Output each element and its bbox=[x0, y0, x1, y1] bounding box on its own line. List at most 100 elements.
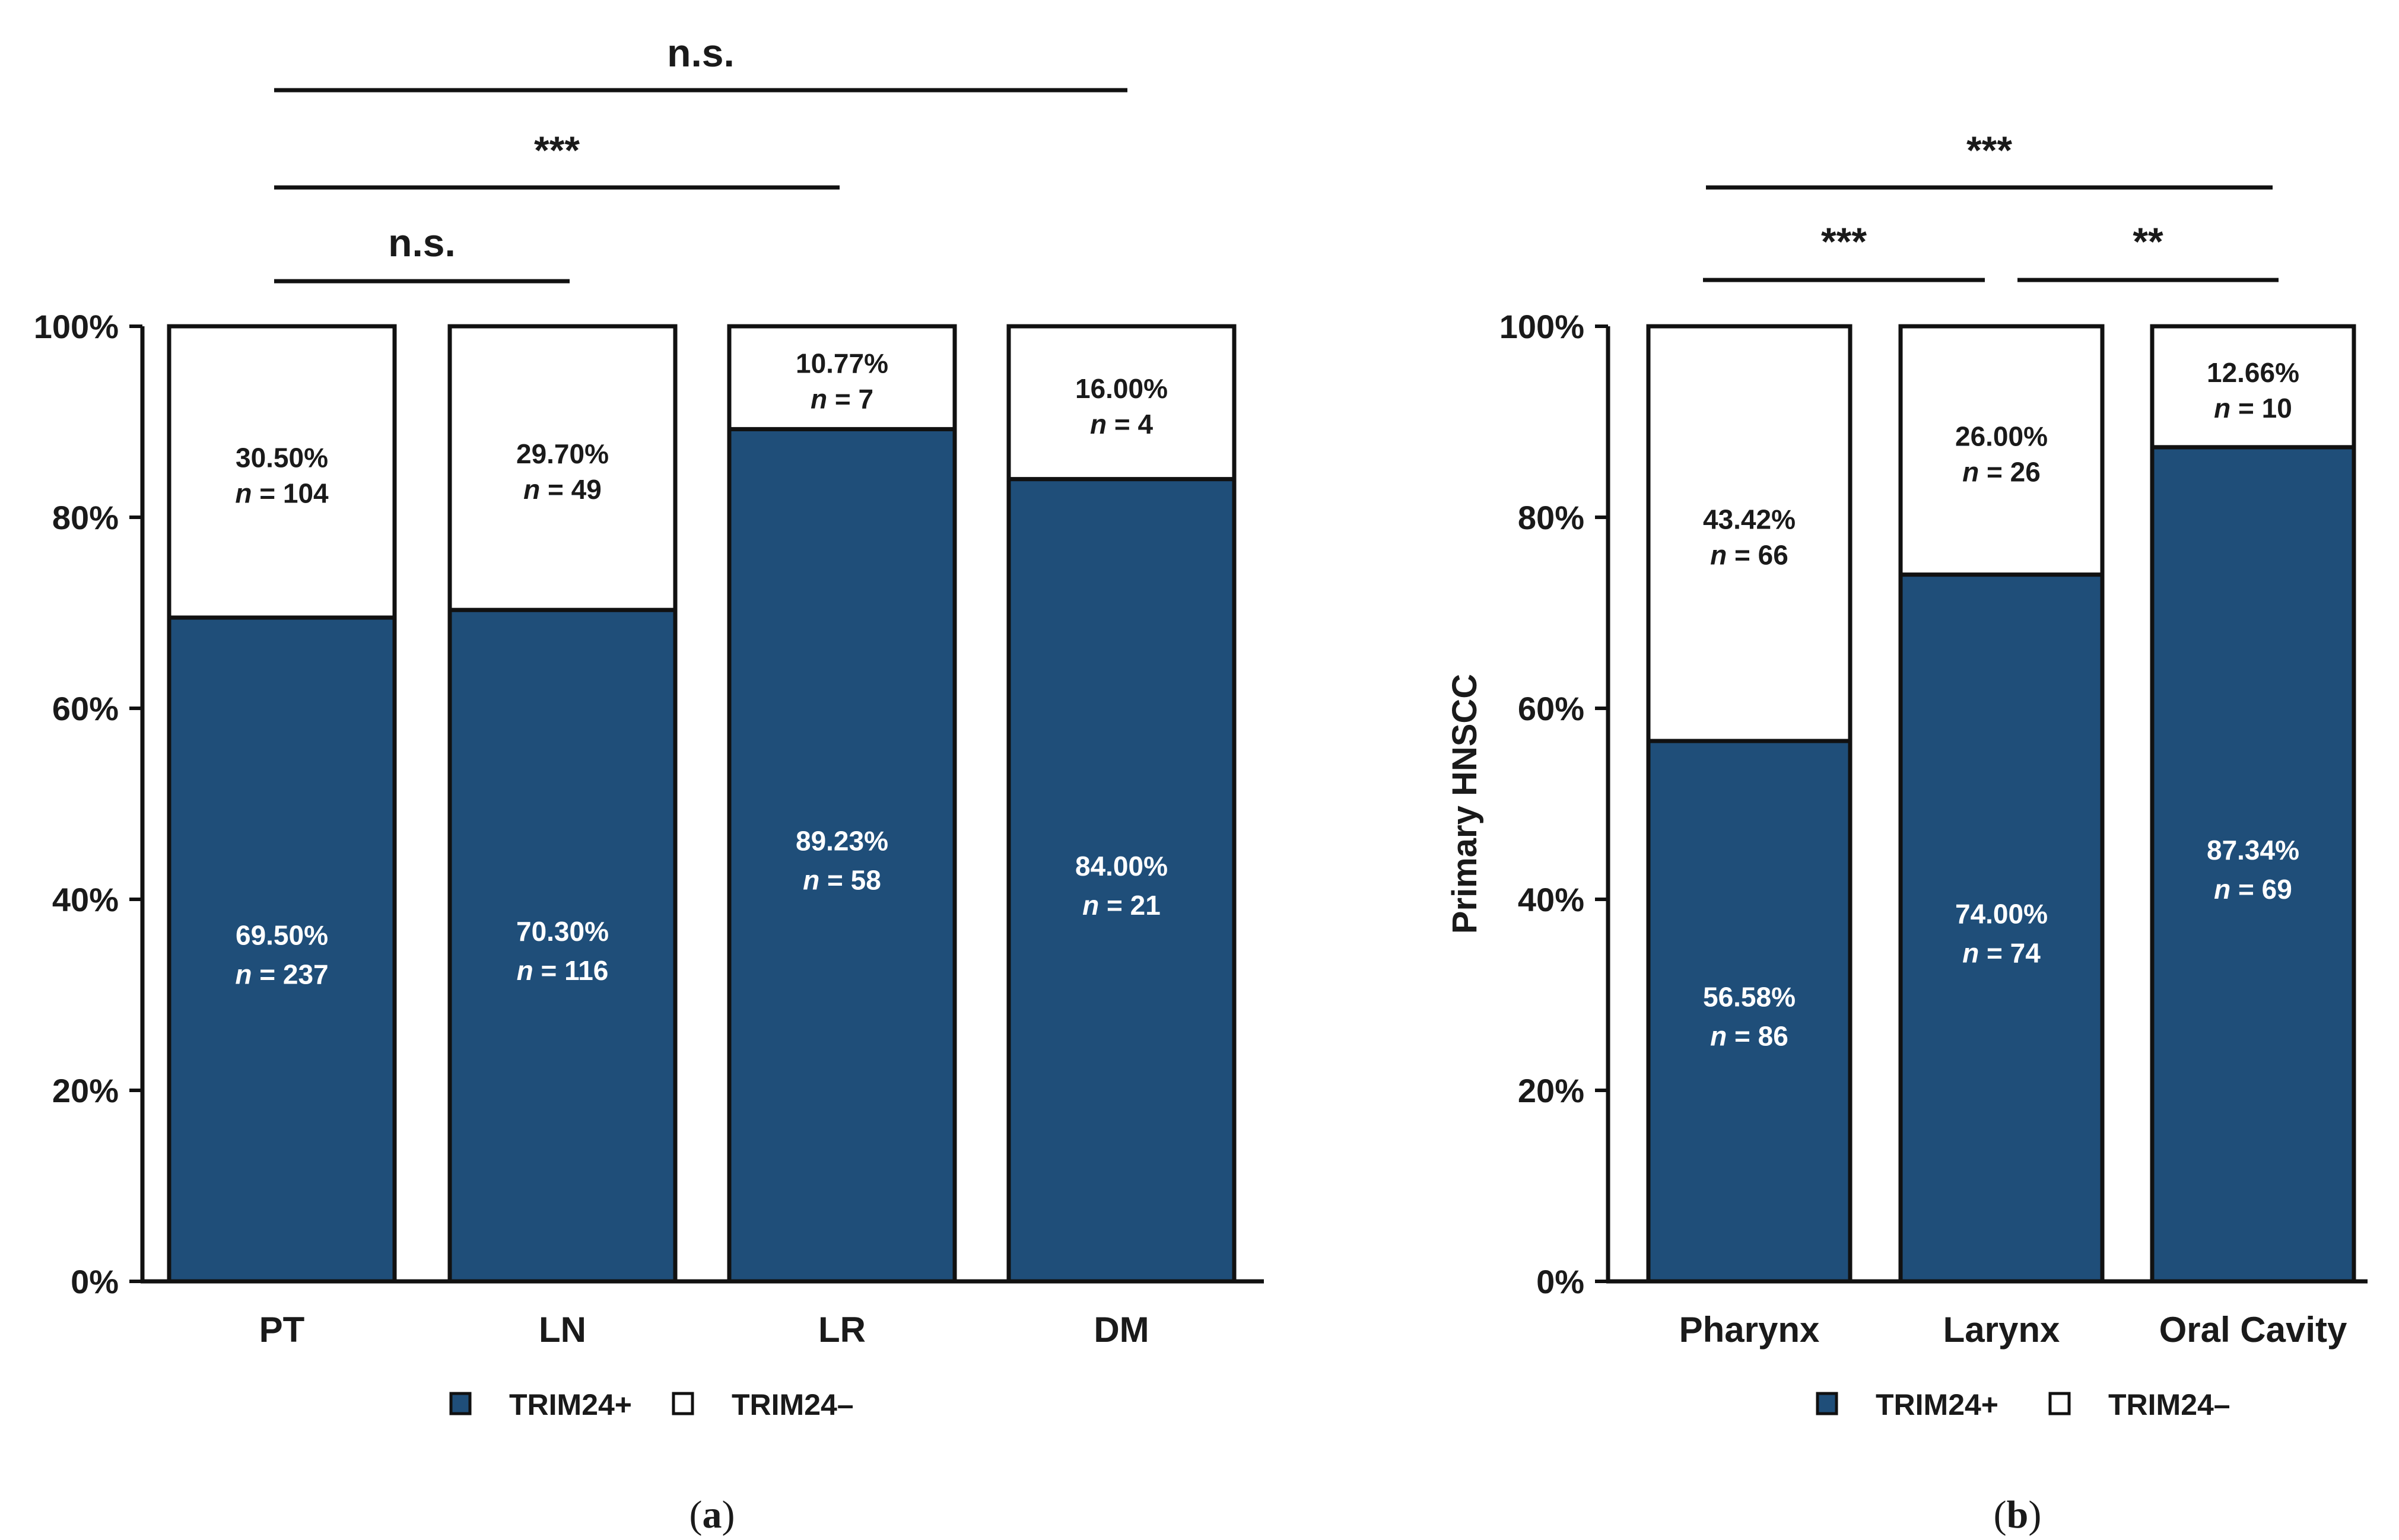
bar-trim24-positive-lr bbox=[727, 427, 957, 1284]
y-tick-label: 100% bbox=[34, 308, 119, 345]
data-label-negative-n: n = 10 bbox=[2214, 393, 2292, 424]
n-value: = 74 bbox=[1979, 937, 2041, 968]
n-value: = 49 bbox=[540, 474, 602, 505]
n-prefix: n bbox=[523, 474, 540, 505]
y-tick-label: 0% bbox=[71, 1263, 119, 1300]
bar-trim24-positive-larynx bbox=[1898, 572, 2105, 1284]
y-tick-label: 80% bbox=[1518, 499, 1584, 536]
n-value: = 86 bbox=[1727, 1021, 1788, 1052]
bar-trim24-negative-pharynx bbox=[1646, 324, 1853, 743]
n-value: = 10 bbox=[2230, 393, 2292, 424]
n-prefix: n bbox=[2214, 874, 2230, 905]
significance-label: n.s. bbox=[667, 31, 735, 75]
panel-label: (b) bbox=[1994, 1493, 2042, 1536]
n-value: = 69 bbox=[2230, 874, 2292, 905]
n-value: = 66 bbox=[1727, 540, 1788, 571]
x-tick-label: LN bbox=[539, 1310, 586, 1350]
chart-panel-a: 69.50% n = 237 30.50% n = 104 PT 70.30% n = 11… bbox=[34, 31, 1264, 1536]
n-prefix: n bbox=[1082, 890, 1099, 921]
n-prefix: n bbox=[1710, 1021, 1727, 1052]
y-tick-label: 40% bbox=[1518, 881, 1584, 918]
panel-paren-open: ( bbox=[689, 1493, 703, 1536]
data-label-negative-pct: 16.00% bbox=[1075, 373, 1168, 404]
x-tick-label: Oral Cavity bbox=[2159, 1310, 2347, 1350]
x-tick-label: Pharynx bbox=[1679, 1310, 1820, 1350]
data-label-positive-pct: 74.00% bbox=[1955, 898, 2048, 929]
n-value: = 104 bbox=[252, 478, 329, 509]
data-label-positive-n: n = 69 bbox=[2214, 874, 2292, 905]
legend-label-negative: TRIM24– bbox=[2108, 1388, 2230, 1421]
n-value: = 237 bbox=[252, 959, 328, 990]
data-label-negative-n: n = 104 bbox=[235, 478, 329, 509]
data-label-positive-pct: 87.34% bbox=[2207, 835, 2299, 866]
data-label-negative-n: n = 7 bbox=[811, 384, 873, 415]
n-prefix: n bbox=[235, 959, 252, 990]
panel-label: (a) bbox=[689, 1493, 735, 1536]
n-prefix: n bbox=[1962, 456, 1979, 487]
legend-swatch-positive bbox=[449, 1392, 472, 1415]
data-label-positive-n: n = 21 bbox=[1082, 890, 1161, 921]
legend-swatch-positive bbox=[1816, 1392, 1838, 1415]
n-value: = 58 bbox=[819, 865, 881, 896]
data-label-negative-pct: 10.77% bbox=[796, 348, 888, 379]
n-prefix: n bbox=[235, 478, 252, 509]
legend-label-negative: TRIM24– bbox=[732, 1388, 854, 1421]
significance-label: n.s. bbox=[388, 221, 456, 265]
bar-trim24-negative-pt bbox=[167, 324, 397, 620]
bar-trim24-negative-oral-cavity bbox=[2150, 324, 2356, 450]
chart-panel-b: 56.58% n = 86 43.42% n = 66 Pharynx 74.00% n =… bbox=[1445, 128, 2368, 1536]
data-label-negative-n: n = 26 bbox=[1962, 456, 2041, 487]
bar-trim24-negative-larynx bbox=[1898, 324, 2105, 577]
data-label-positive-pct: 70.30% bbox=[516, 916, 609, 947]
data-label-positive-pct: 56.58% bbox=[1703, 982, 1796, 1013]
n-value: = 26 bbox=[1979, 456, 2041, 487]
y-tick-label: 60% bbox=[52, 690, 119, 727]
data-label-positive-n: n = 58 bbox=[803, 865, 881, 896]
data-label-negative-pct: 43.42% bbox=[1703, 504, 1796, 535]
data-label-positive-pct: 69.50% bbox=[236, 920, 328, 951]
data-label-negative-pct: 26.00% bbox=[1955, 421, 2048, 451]
significance-label: *** bbox=[534, 128, 580, 172]
y-axis-label: Primary HNSCC bbox=[1445, 674, 1484, 934]
legend-label-positive: TRIM24+ bbox=[509, 1388, 632, 1421]
panel-letter: a bbox=[703, 1493, 722, 1536]
n-prefix: n bbox=[1090, 409, 1107, 440]
n-value: = 116 bbox=[533, 955, 609, 986]
data-label-positive-pct: 84.00% bbox=[1075, 851, 1168, 882]
x-tick-label: PT bbox=[259, 1310, 305, 1350]
n-value: = 21 bbox=[1099, 890, 1161, 921]
bar-trim24-negative-dm bbox=[1006, 324, 1237, 482]
data-label-negative-n: n = 66 bbox=[1710, 540, 1788, 571]
x-tick-label: DM bbox=[1094, 1310, 1149, 1350]
data-label-positive-n: n = 237 bbox=[235, 959, 328, 990]
x-tick-label: LR bbox=[818, 1310, 866, 1350]
legend-swatch-negative bbox=[672, 1392, 694, 1415]
data-label-negative-pct: 29.70% bbox=[516, 438, 609, 469]
panel-paren-open: ( bbox=[1994, 1493, 2007, 1536]
y-tick-label: 20% bbox=[52, 1072, 119, 1109]
data-label-positive-n: n = 116 bbox=[517, 955, 609, 986]
legend-label-positive: TRIM24+ bbox=[1876, 1388, 1998, 1421]
data-label-negative-pct: 12.66% bbox=[2207, 357, 2299, 388]
n-prefix: n bbox=[517, 955, 533, 986]
n-value: = 4 bbox=[1107, 409, 1153, 440]
y-tick-label: 20% bbox=[1518, 1072, 1584, 1109]
data-label-negative-n: n = 4 bbox=[1090, 409, 1154, 440]
n-value: = 7 bbox=[827, 384, 873, 415]
panel-paren-close: ) bbox=[722, 1493, 735, 1536]
y-tick-label: 0% bbox=[1536, 1263, 1584, 1300]
bar-trim24-positive-oral-cavity bbox=[2150, 445, 2356, 1284]
x-tick-label: Larynx bbox=[1943, 1310, 2060, 1350]
significance-label: *** bbox=[1821, 219, 1867, 263]
y-tick-label: 60% bbox=[1518, 690, 1584, 727]
n-prefix: n bbox=[803, 865, 819, 896]
data-label-negative-n: n = 49 bbox=[523, 474, 602, 505]
y-tick-label: 80% bbox=[52, 499, 119, 536]
bar-trim24-positive-pharynx bbox=[1646, 739, 1853, 1284]
data-label-positive-n: n = 86 bbox=[1710, 1021, 1788, 1052]
bar-trim24-positive-pt bbox=[167, 615, 397, 1284]
n-prefix: n bbox=[2214, 393, 2230, 424]
significance-label: ** bbox=[2133, 219, 2163, 263]
y-tick-label: 40% bbox=[52, 881, 119, 918]
panel-letter: b bbox=[2007, 1493, 2029, 1536]
